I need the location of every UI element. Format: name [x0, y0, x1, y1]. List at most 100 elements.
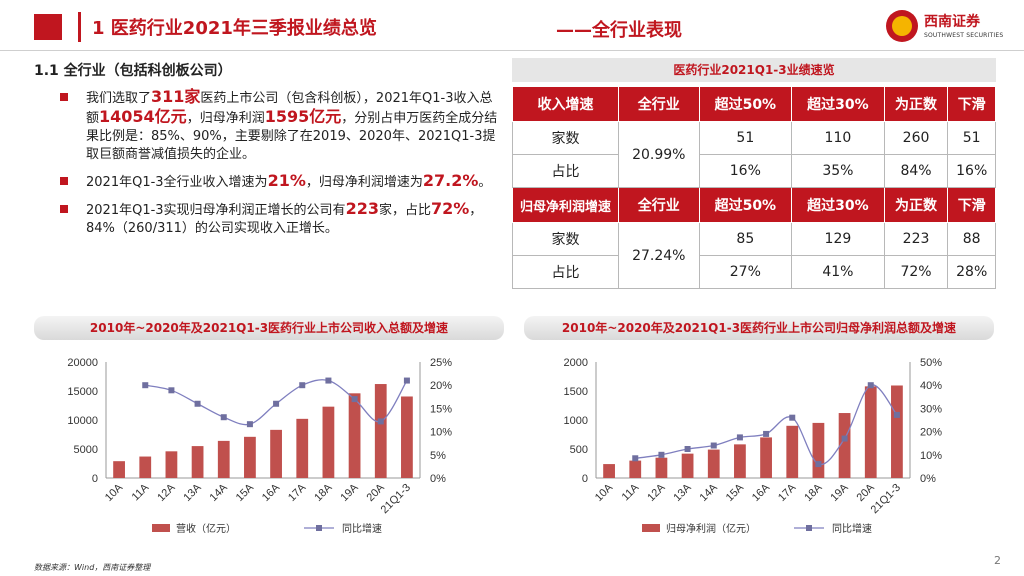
bullet-list: 我们选取了311家医药上市公司（包含科创板），2021年Q1-3收入总额1405…	[60, 88, 500, 246]
bullet-text: 。	[478, 175, 492, 190]
x-tick-label: 13A	[181, 481, 204, 504]
company-logo: 西南证券 SOUTHWEST SECURITIES	[886, 8, 1016, 48]
page-number: 2	[994, 554, 1001, 567]
title-accent-block	[34, 14, 62, 40]
y-left-tick-label: 15000	[67, 386, 98, 398]
x-tick-label: 19A	[828, 481, 851, 504]
x-tick-label: 19A	[338, 481, 361, 504]
legend-bar-label: 营收（亿元）	[176, 522, 236, 535]
bar	[655, 457, 668, 478]
bullet-text: 医药上市公司（包含科创板），2021年Q1-3收入总额	[86, 91, 493, 126]
y-right-tick-label: 50%	[920, 357, 942, 369]
table-row: 家数 20.99% 51 110 260 51	[512, 121, 996, 188]
table-header-cell: 为正数	[883, 86, 949, 122]
table-cell: 16%	[698, 154, 793, 188]
y-left-tick-label: 500	[570, 444, 588, 456]
y-right-tick-label: 30%	[920, 403, 942, 415]
row-label: 占比	[512, 154, 619, 188]
y-right-tick-label: 0%	[430, 473, 446, 485]
growth-point	[220, 414, 227, 421]
bullet-text: 2021年Q1-3全行业收入增速为	[86, 175, 268, 190]
y-right-tick-label: 40%	[920, 380, 942, 392]
table-header-cell: 超过30%	[791, 187, 885, 223]
legend-line-label: 同比增速	[342, 522, 382, 535]
table-cell: 260	[883, 121, 949, 155]
growth-point	[377, 418, 384, 425]
x-tick-label: 12A	[155, 481, 178, 504]
bullet-item: 2021年Q1-3实现归母净利润正增长的公司有223家，占比72%，84%（26…	[60, 200, 500, 238]
table-cell: 51	[947, 121, 996, 155]
table-cell: 16%	[947, 154, 996, 188]
revenue-chart: 2010年~2020年及2021Q1-3医药行业上市公司收入总额及增速 0 500…	[34, 316, 504, 556]
table-cell: 110	[791, 121, 885, 155]
chart-title: 2010年~2020年及2021Q1-3医药行业上市公司归母净利润总额及增速	[524, 316, 994, 340]
growth-point	[867, 382, 874, 389]
table-cell: 72%	[883, 255, 949, 289]
x-tick-label: 10A	[593, 481, 616, 504]
highlight-value: 21%	[267, 171, 306, 190]
x-tick-label: 17A	[286, 481, 309, 504]
title-bar: 1 医药行业2021年三季报业绩总览 ——全行业表现 西南证券 SOUTHWES…	[0, 0, 1024, 54]
x-tick-label: 15A	[234, 481, 257, 504]
bullet-text: ，分别占申万医药全成分结果比例是：85%、90%，主要剔除了在2019、2020…	[86, 111, 498, 162]
table-cell: 85	[698, 222, 793, 256]
x-tick-label: 12A	[645, 481, 668, 504]
growth-point	[351, 396, 358, 403]
growth-point	[684, 446, 691, 452]
bar	[113, 461, 125, 478]
table-header-cell: 收入增速	[512, 86, 619, 122]
row-label: 家数	[512, 222, 619, 256]
table-header-cell: 全行业	[618, 86, 700, 122]
highlight-value: 72%	[430, 199, 470, 218]
x-tick-label: 11A	[130, 481, 152, 503]
row-label: 家数	[512, 121, 619, 155]
table-header-cell: 全行业	[618, 187, 700, 223]
table-cell: 88	[947, 222, 996, 256]
table-cell: 51	[698, 121, 793, 155]
legend-line-marker	[806, 525, 812, 531]
x-tick-label: 16A	[750, 481, 773, 504]
y-left-tick-label: 1000	[564, 415, 588, 427]
bar	[812, 422, 825, 478]
bullet-item: 我们选取了311家医药上市公司（包含科创板），2021年Q1-3收入总额1405…	[60, 88, 500, 164]
chart-title: 2010年~2020年及2021Q1-3医药行业上市公司收入总额及增速	[34, 316, 504, 340]
x-tick-label: 20A	[365, 481, 388, 504]
highlight-value: 311家	[151, 87, 201, 106]
overall-growth-cell: 20.99%	[618, 121, 700, 188]
bar	[681, 453, 694, 478]
y-right-tick-label: 5%	[430, 450, 446, 462]
y-left-tick-label: 20000	[67, 357, 98, 369]
table-row: 占比 27% 41% 72% 28%	[512, 255, 996, 289]
table-cell: 41%	[791, 255, 885, 289]
table-row: 占比 16% 35% 84% 16%	[512, 154, 996, 188]
bullet-text: ，归母净利润	[186, 111, 265, 126]
bullet-text: ，归母净利润增速为	[305, 175, 423, 190]
y-left-tick-label: 5000	[74, 444, 98, 456]
x-tick-label: 18A	[312, 481, 335, 504]
x-tick-label: 21Q1-3	[379, 482, 413, 516]
y-right-tick-label: 0%	[920, 473, 936, 485]
bar	[139, 456, 152, 478]
table-header-cell: 下滑	[947, 187, 996, 223]
x-tick-label: 20A	[855, 481, 878, 504]
bar	[603, 464, 615, 478]
growth-point	[325, 377, 332, 384]
table-cell: 129	[791, 222, 885, 256]
bar	[296, 418, 309, 478]
bar	[217, 440, 230, 478]
y-right-tick-label: 20%	[430, 380, 452, 392]
x-tick-label: 15A	[724, 481, 747, 504]
x-tick-label: 16A	[260, 481, 283, 504]
legend-line-marker	[316, 525, 322, 531]
growth-point	[142, 382, 149, 389]
bar	[165, 451, 178, 478]
legend-line-label: 同比增速	[832, 522, 872, 535]
overall-growth-cell: 27.24%	[618, 222, 700, 289]
data-source-note: 数据来源：Wind，西南证券整理	[34, 563, 151, 572]
bar	[322, 406, 335, 478]
x-tick-label: 14A	[698, 481, 721, 504]
bar	[244, 436, 256, 478]
performance-table: 收入增速 全行业 超过50% 超过30% 为正数 下滑 家数 20.99% 51…	[512, 86, 996, 289]
